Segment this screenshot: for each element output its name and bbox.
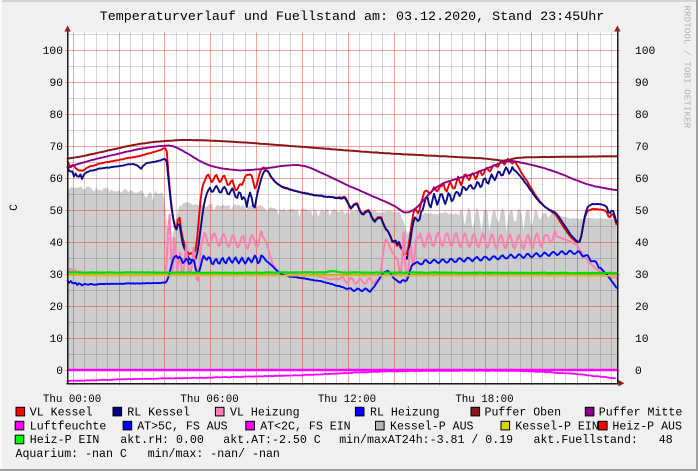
svg-text:50: 50 [49, 206, 63, 218]
svg-text:Kessel-P AUS: Kessel-P AUS [390, 420, 474, 433]
svg-text:100: 100 [635, 46, 656, 58]
svg-text:akt.Fuellstand: 48: akt.Fuellstand: 48 [534, 434, 673, 447]
svg-text:0: 0 [56, 366, 63, 378]
svg-text:Luftfeuchte: Luftfeuchte [30, 420, 107, 433]
svg-text:Thu 06:00: Thu 06:00 [180, 394, 238, 406]
svg-text:90: 90 [635, 78, 649, 90]
svg-text:RRDTOOL / TOBI OETIKER: RRDTOOL / TOBI OETIKER [682, 6, 693, 129]
svg-text:min/maxAT24h:-3.81 / 0.19: min/maxAT24h:-3.81 / 0.19 [339, 434, 513, 447]
svg-text:Temperaturverlauf und Fuellsta: Temperaturverlauf und Fuellstand am: 03.… [100, 10, 604, 25]
svg-text:Aquarium: -nan C min/max: -n: Aquarium: -nan C min/max: -nan/ -nan [16, 448, 280, 461]
svg-text:100: 100 [43, 46, 64, 58]
svg-text:70: 70 [635, 142, 649, 154]
svg-text:AT>5C, FS AUS: AT>5C, FS AUS [137, 420, 227, 433]
svg-text:60: 60 [49, 174, 63, 186]
svg-text:AT<2C, FS EIN: AT<2C, FS EIN [260, 420, 350, 433]
svg-text:10: 10 [49, 334, 63, 346]
svg-text:70: 70 [49, 142, 63, 154]
svg-text:akt.AT:-2.50 C: akt.AT:-2.50 C [223, 434, 320, 447]
svg-text:C: C [9, 204, 21, 211]
svg-text:80: 80 [635, 110, 649, 122]
svg-text:RL Kessel: RL Kessel [127, 406, 190, 419]
svg-text:50: 50 [635, 206, 649, 218]
svg-text:Kessel-P EIN: Kessel-P EIN [515, 420, 599, 433]
svg-text:Thu 18:00: Thu 18:00 [455, 394, 513, 406]
svg-text:40: 40 [49, 238, 63, 250]
svg-text:0: 0 [635, 366, 642, 378]
svg-text:Heiz-P AUS: Heiz-P AUS [612, 420, 682, 433]
svg-text:60: 60 [635, 174, 649, 186]
svg-text:20: 20 [49, 302, 63, 314]
svg-text:RL Heizung: RL Heizung [370, 406, 440, 419]
svg-text:30: 30 [49, 270, 63, 282]
svg-text:80: 80 [49, 110, 63, 122]
svg-text:Puffer Mitte: Puffer Mitte [599, 406, 683, 419]
svg-text:90: 90 [49, 78, 63, 90]
svg-text:30: 30 [635, 270, 649, 282]
svg-text:20: 20 [635, 302, 649, 314]
svg-text:Thu 12:00: Thu 12:00 [318, 394, 376, 406]
svg-text:Puffer Oben: Puffer Oben [485, 406, 562, 419]
svg-text:Heiz-P EIN: Heiz-P EIN [30, 434, 100, 447]
svg-text:Thu 00:00: Thu 00:00 [43, 394, 101, 406]
svg-text:VL Kessel: VL Kessel [30, 406, 93, 419]
svg-text:40: 40 [635, 238, 649, 250]
svg-text:akt.rH: 0.00: akt.rH: 0.00 [120, 434, 204, 447]
svg-text:10: 10 [635, 334, 649, 346]
svg-text:VL Heizung: VL Heizung [230, 406, 300, 419]
